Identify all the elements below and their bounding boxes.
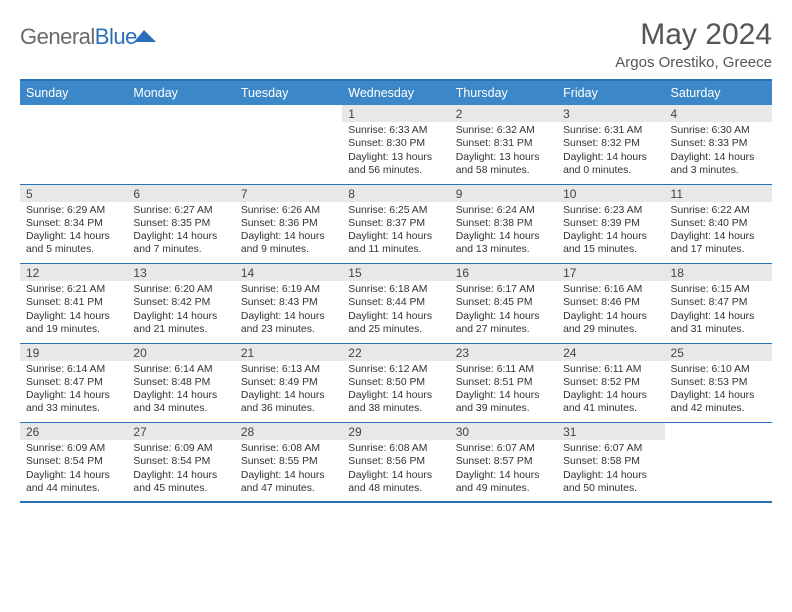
day-number: 9 (450, 184, 557, 202)
day-number: 22 (342, 343, 449, 361)
weekday-header-row: Sunday Monday Tuesday Wednesday Thursday… (20, 80, 772, 105)
day-cell: Sunrise: 6:16 AMSunset: 8:46 PMDaylight:… (557, 281, 664, 343)
brand-text: GeneralBlue (20, 24, 137, 50)
weekday-header: Sunday (20, 80, 127, 105)
daynum-row: 1234 (20, 105, 772, 122)
day-number: 18 (665, 264, 772, 282)
day-cell (665, 440, 772, 502)
day-number (665, 423, 772, 441)
day-number: 16 (450, 264, 557, 282)
day-number: 14 (235, 264, 342, 282)
page-subtitle: Argos Orestiko, Greece (615, 54, 772, 71)
day-number (235, 105, 342, 122)
header: GeneralBlue May 2024 Argos Orestiko, Gre… (20, 18, 772, 71)
daynum-row: 567891011 (20, 184, 772, 202)
day-cell: Sunrise: 6:08 AMSunset: 8:56 PMDaylight:… (342, 440, 449, 502)
day-cell: Sunrise: 6:21 AMSunset: 8:41 PMDaylight:… (20, 281, 127, 343)
info-row: Sunrise: 6:09 AMSunset: 8:54 PMDaylight:… (20, 440, 772, 502)
day-number: 29 (342, 423, 449, 441)
day-cell: Sunrise: 6:14 AMSunset: 8:47 PMDaylight:… (20, 361, 127, 423)
day-cell: Sunrise: 6:27 AMSunset: 8:35 PMDaylight:… (127, 202, 234, 264)
day-cell: Sunrise: 6:26 AMSunset: 8:36 PMDaylight:… (235, 202, 342, 264)
page-title: May 2024 (615, 18, 772, 52)
day-cell: Sunrise: 6:10 AMSunset: 8:53 PMDaylight:… (665, 361, 772, 423)
day-cell: Sunrise: 6:17 AMSunset: 8:45 PMDaylight:… (450, 281, 557, 343)
day-cell: Sunrise: 6:09 AMSunset: 8:54 PMDaylight:… (127, 440, 234, 502)
day-number: 26 (20, 423, 127, 441)
day-number (127, 105, 234, 122)
day-cell (20, 122, 127, 184)
weekday-header: Monday (127, 80, 234, 105)
day-number: 7 (235, 184, 342, 202)
daynum-row: 12131415161718 (20, 264, 772, 282)
weekday-header: Saturday (665, 80, 772, 105)
day-cell: Sunrise: 6:24 AMSunset: 8:38 PMDaylight:… (450, 202, 557, 264)
weekday-header: Tuesday (235, 80, 342, 105)
info-row: Sunrise: 6:21 AMSunset: 8:41 PMDaylight:… (20, 281, 772, 343)
day-cell: Sunrise: 6:30 AMSunset: 8:33 PMDaylight:… (665, 122, 772, 184)
info-row: Sunrise: 6:29 AMSunset: 8:34 PMDaylight:… (20, 202, 772, 264)
day-cell: Sunrise: 6:14 AMSunset: 8:48 PMDaylight:… (127, 361, 234, 423)
brand-logo: GeneralBlue (20, 24, 158, 50)
day-cell: Sunrise: 6:23 AMSunset: 8:39 PMDaylight:… (557, 202, 664, 264)
day-cell: Sunrise: 6:11 AMSunset: 8:52 PMDaylight:… (557, 361, 664, 423)
brand-triangle-icon (134, 30, 160, 42)
day-number: 28 (235, 423, 342, 441)
day-cell: Sunrise: 6:20 AMSunset: 8:42 PMDaylight:… (127, 281, 234, 343)
weekday-header: Thursday (450, 80, 557, 105)
daynum-row: 19202122232425 (20, 343, 772, 361)
day-cell: Sunrise: 6:32 AMSunset: 8:31 PMDaylight:… (450, 122, 557, 184)
day-number: 23 (450, 343, 557, 361)
day-cell: Sunrise: 6:07 AMSunset: 8:58 PMDaylight:… (557, 440, 664, 502)
day-cell: Sunrise: 6:22 AMSunset: 8:40 PMDaylight:… (665, 202, 772, 264)
day-cell: Sunrise: 6:25 AMSunset: 8:37 PMDaylight:… (342, 202, 449, 264)
day-cell: Sunrise: 6:07 AMSunset: 8:57 PMDaylight:… (450, 440, 557, 502)
day-number: 30 (450, 423, 557, 441)
day-cell: Sunrise: 6:09 AMSunset: 8:54 PMDaylight:… (20, 440, 127, 502)
weekday-header: Friday (557, 80, 664, 105)
day-cell: Sunrise: 6:13 AMSunset: 8:49 PMDaylight:… (235, 361, 342, 423)
day-number: 6 (127, 184, 234, 202)
day-number: 10 (557, 184, 664, 202)
calendar-table: Sunday Monday Tuesday Wednesday Thursday… (20, 79, 772, 503)
day-number: 31 (557, 423, 664, 441)
day-number: 2 (450, 105, 557, 122)
info-row: Sunrise: 6:14 AMSunset: 8:47 PMDaylight:… (20, 361, 772, 423)
day-number: 3 (557, 105, 664, 122)
daynum-row: 262728293031 (20, 423, 772, 441)
day-number: 15 (342, 264, 449, 282)
day-number: 13 (127, 264, 234, 282)
day-cell: Sunrise: 6:11 AMSunset: 8:51 PMDaylight:… (450, 361, 557, 423)
day-number: 4 (665, 105, 772, 122)
day-cell (235, 122, 342, 184)
info-row: Sunrise: 6:33 AMSunset: 8:30 PMDaylight:… (20, 122, 772, 184)
day-cell: Sunrise: 6:08 AMSunset: 8:55 PMDaylight:… (235, 440, 342, 502)
day-cell: Sunrise: 6:31 AMSunset: 8:32 PMDaylight:… (557, 122, 664, 184)
day-cell: Sunrise: 6:12 AMSunset: 8:50 PMDaylight:… (342, 361, 449, 423)
day-cell: Sunrise: 6:18 AMSunset: 8:44 PMDaylight:… (342, 281, 449, 343)
day-cell: Sunrise: 6:15 AMSunset: 8:47 PMDaylight:… (665, 281, 772, 343)
day-number: 1 (342, 105, 449, 122)
day-number: 8 (342, 184, 449, 202)
day-number: 19 (20, 343, 127, 361)
day-number: 21 (235, 343, 342, 361)
day-cell (127, 122, 234, 184)
day-cell: Sunrise: 6:33 AMSunset: 8:30 PMDaylight:… (342, 122, 449, 184)
day-number: 17 (557, 264, 664, 282)
day-number: 11 (665, 184, 772, 202)
day-number: 5 (20, 184, 127, 202)
day-number: 27 (127, 423, 234, 441)
day-number: 25 (665, 343, 772, 361)
day-number: 12 (20, 264, 127, 282)
day-number: 24 (557, 343, 664, 361)
day-number: 20 (127, 343, 234, 361)
day-cell: Sunrise: 6:19 AMSunset: 8:43 PMDaylight:… (235, 281, 342, 343)
weekday-header: Wednesday (342, 80, 449, 105)
day-cell: Sunrise: 6:29 AMSunset: 8:34 PMDaylight:… (20, 202, 127, 264)
day-number (20, 105, 127, 122)
